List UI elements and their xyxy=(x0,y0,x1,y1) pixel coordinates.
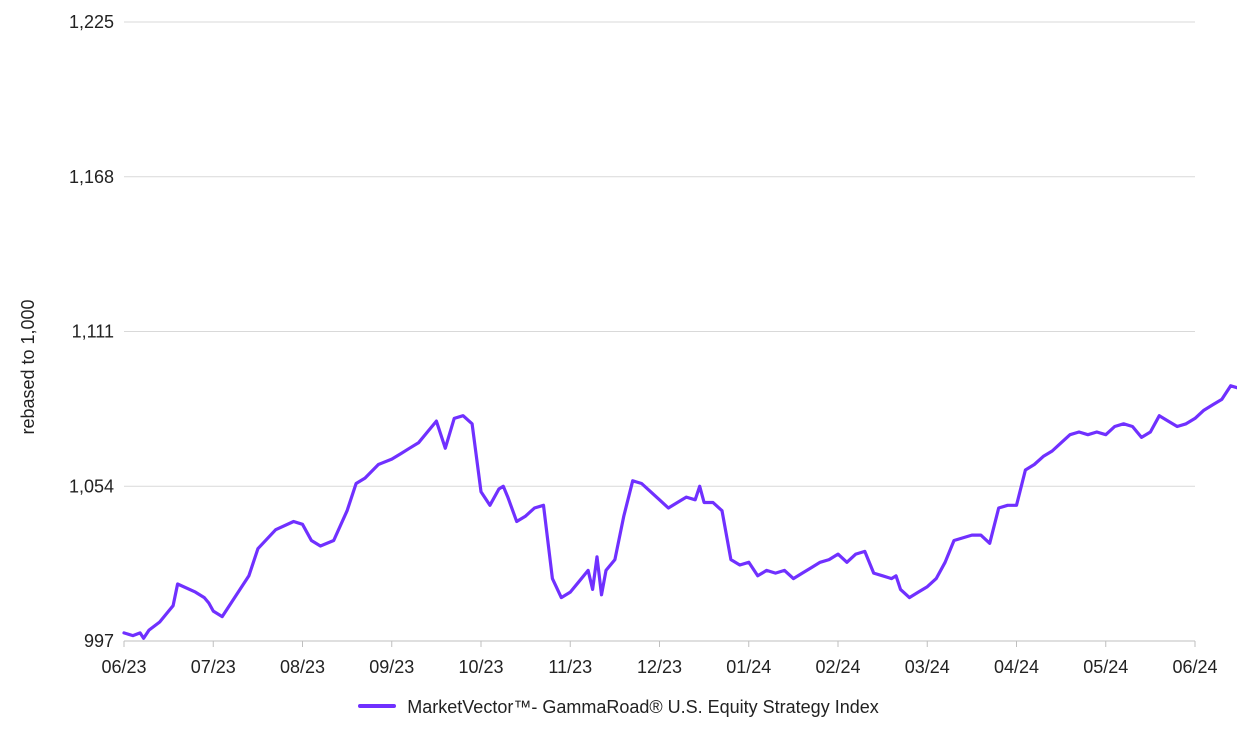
y-tick-label: 1,111 xyxy=(72,322,114,342)
legend-label: MarketVector™- GammaRoad® U.S. Equity St… xyxy=(407,697,879,717)
x-axis-ticks: 06/23 07/23 08/23 09/23 10/23 11/23 12/23 01/24… xyxy=(101,641,1218,677)
x-tick-label: 09/23 xyxy=(369,657,414,677)
x-tick-label: 12/23 xyxy=(637,657,682,677)
y-tick-label: 997 xyxy=(84,631,114,651)
x-tick-label: 07/23 xyxy=(191,657,236,677)
legend: MarketVector™- GammaRoad® U.S. Equity St… xyxy=(0,697,1237,718)
series-group xyxy=(122,384,1237,640)
x-tick-label: 06/24 xyxy=(1172,657,1217,677)
x-tick-label: 02/24 xyxy=(815,657,860,677)
x-tick-label: 05/24 xyxy=(1083,657,1128,677)
y-tick-label: 1,168 xyxy=(69,167,114,187)
legend-swatch xyxy=(358,704,397,709)
gridlines xyxy=(124,21,1195,487)
series-line xyxy=(122,384,1237,640)
x-tick-label: 04/24 xyxy=(994,657,1039,677)
x-tick-label: 06/23 xyxy=(101,657,146,677)
x-tick-label: 10/23 xyxy=(458,657,503,677)
y-axis-ticks: 997 1,054 1,111 1,168 1,225 xyxy=(69,12,114,651)
y-axis-label: rebased to 1,000 xyxy=(18,299,38,434)
y-tick-label: 1,054 xyxy=(69,476,114,496)
y-tick-label: 1,225 xyxy=(69,12,114,32)
x-tick-label: 01/24 xyxy=(726,657,771,677)
x-tick-label: 03/24 xyxy=(905,657,950,677)
x-tick-label: 08/23 xyxy=(280,657,325,677)
x-tick-label: 11/23 xyxy=(548,657,592,677)
